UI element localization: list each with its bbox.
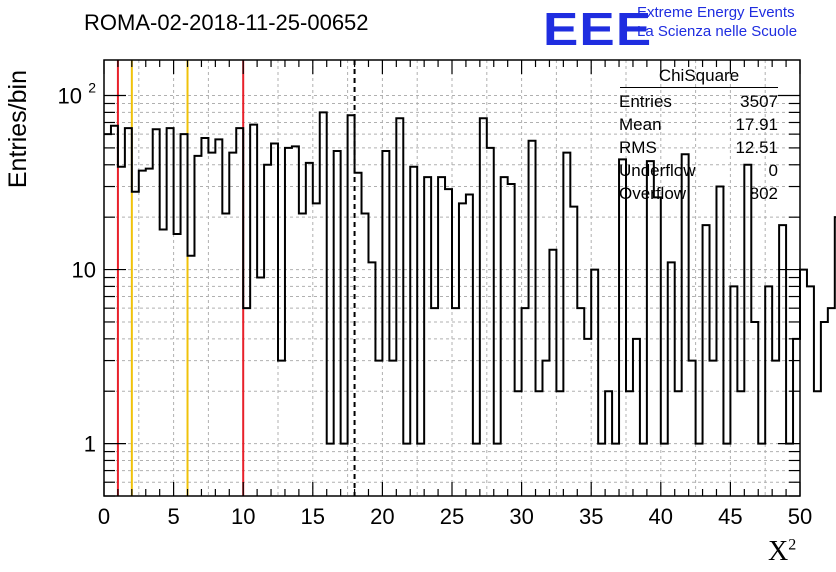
x-axis-label: X2 bbox=[768, 536, 796, 568]
x-tick-label: 15 bbox=[301, 504, 325, 529]
x-tick-label: 25 bbox=[440, 504, 464, 529]
stats-row-label: RMS bbox=[619, 138, 657, 157]
stats-row-label: Mean bbox=[619, 115, 662, 134]
chart-title: ROMA-02-2018-11-25-00652 bbox=[84, 10, 369, 35]
x-axis-label-sup: 2 bbox=[788, 536, 797, 554]
x-tick-label: 20 bbox=[370, 504, 394, 529]
stats-row-value: 0 bbox=[768, 161, 778, 180]
stats-row-label: Underflow bbox=[619, 161, 696, 180]
logo-line-1: Extreme Energy Events bbox=[637, 4, 795, 21]
stats-box-title: ChiSquare bbox=[620, 66, 778, 88]
x-tick-label: 45 bbox=[718, 504, 742, 529]
x-axis-label-text: X bbox=[768, 536, 789, 567]
stats-row-label: Overflow bbox=[619, 184, 687, 203]
stats-row: RMS 12.51 bbox=[610, 136, 778, 159]
x-tick-label: 5 bbox=[167, 504, 179, 529]
stats-row-label: Entries bbox=[619, 92, 672, 111]
x-tick-label: 35 bbox=[579, 504, 603, 529]
x-tick-label: 50 bbox=[788, 504, 812, 529]
logo-line-2: La Scienza nelle Scuole bbox=[637, 23, 798, 40]
stats-row-value: 3507 bbox=[740, 92, 778, 111]
y-tick-label: 10 bbox=[72, 258, 96, 283]
stats-row-value: 17.91 bbox=[735, 115, 778, 134]
eee-logo: EEE bbox=[543, 3, 653, 55]
y-tick-label-exponent: 2 bbox=[88, 80, 96, 96]
x-tick-label: 0 bbox=[98, 504, 110, 529]
y-tick-label: 10 bbox=[58, 84, 82, 109]
stats-row: Underflow 0 bbox=[610, 159, 778, 182]
y-axis-label-wrap: Entries/bin bbox=[4, 70, 44, 190]
y-tick-label: 1 bbox=[84, 432, 96, 457]
histogram-series bbox=[104, 111, 836, 445]
stats-row: Overflow 802 bbox=[610, 182, 778, 205]
stats-box: ChiSquare Entries 3507 Mean 17.91 RMS 12.51 Un… bbox=[610, 66, 778, 205]
x-tick-label: 30 bbox=[509, 504, 533, 529]
y-axis-label: Entries/bin bbox=[4, 70, 32, 189]
x-tick-label: 10 bbox=[231, 504, 255, 529]
stats-row-value: 802 bbox=[749, 184, 778, 203]
stats-row-value: 12.51 bbox=[735, 138, 778, 157]
stats-row: Entries 3507 bbox=[610, 90, 778, 113]
stats-row: Mean 17.91 bbox=[610, 113, 778, 136]
x-tick-label: 40 bbox=[649, 504, 673, 529]
